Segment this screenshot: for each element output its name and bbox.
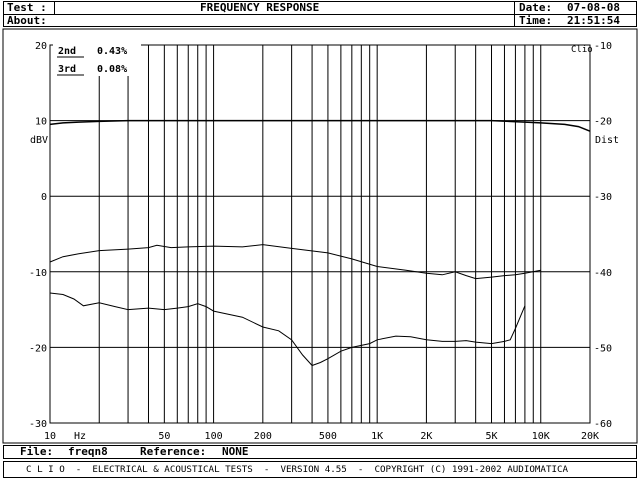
chart-grid — [49, 44, 591, 424]
x-tick-label: 20K — [581, 431, 599, 442]
file-value: freqn8 — [68, 445, 108, 458]
y-tick-label: 0 — [41, 192, 47, 203]
y-tick-label: -20 — [29, 343, 47, 354]
corner-label: Clio — [571, 45, 593, 55]
banner-bar — [3, 461, 637, 478]
y-tick-label: -30 — [29, 419, 47, 430]
y2-tick-label: -20 — [594, 117, 612, 128]
series-line-1 — [49, 119, 591, 132]
copyright-banner: C L I O - ELECTRICAL & ACOUSTICAL TESTS … — [26, 464, 569, 475]
time-value: 21:51:54 — [567, 14, 620, 27]
file-info-bar — [3, 445, 637, 459]
chart-outer-frame — [2, 28, 638, 444]
header-divider — [3, 14, 515, 15]
y-tick-label: -10 — [29, 268, 47, 279]
y-tick-label: 20 — [35, 41, 47, 52]
x-tick-label: 200 — [254, 431, 272, 442]
tick-labels: 10 50 100 200 500 1K 2K 5K 10K 20K20100-10-20-30-… — [29, 41, 612, 442]
about-label: About: — [7, 14, 47, 27]
test-label: Test : — [7, 1, 47, 14]
legend-box — [53, 43, 141, 76]
date-label: Date: — [519, 1, 553, 14]
x-tick-label: 1K — [371, 431, 383, 442]
time-label: Time: — [519, 14, 553, 27]
x-tick-label: 500 — [319, 431, 337, 442]
x-tick-label: 5K — [485, 431, 497, 442]
legend-label: 3rd — [58, 64, 76, 75]
legend-label: 2nd — [58, 46, 76, 57]
x-tick-label: 100 — [205, 431, 223, 442]
legend: 2nd 0.43% 3rd 0.08% — [57, 46, 127, 76]
x-tick-label: 10K — [532, 431, 550, 442]
y-axis-label: dBV — [30, 135, 48, 146]
file-label: File: — [20, 445, 54, 458]
y2-axis-label: Dist — [595, 135, 619, 146]
series-line-2 — [49, 244, 541, 280]
curves — [49, 119, 591, 367]
plot-area-border — [49, 44, 591, 424]
reference-value: NONE — [222, 445, 249, 458]
y2-tick-label: -60 — [594, 419, 612, 430]
reference-label: Reference: — [140, 445, 207, 458]
x-tick-label: 50 — [158, 431, 170, 442]
y2-tick-label: -30 — [594, 192, 612, 203]
header-datetime-divider — [514, 14, 637, 15]
date-value: 07-08-08 — [567, 1, 620, 14]
y2-tick-label: -40 — [594, 268, 612, 279]
x-tick-label: 10 — [44, 431, 56, 442]
y2-tick-label: -50 — [594, 343, 612, 354]
y-tick-label: 10 — [35, 117, 47, 128]
y2-tick-label: -10 — [594, 41, 612, 52]
legend-value: 0.08% — [97, 64, 127, 75]
page-title: FREQUENCY RESPONSE — [200, 1, 320, 14]
legend-value: 0.43% — [97, 46, 127, 57]
x-tick-label: 2K — [420, 431, 432, 442]
x-axis-label: Hz — [74, 431, 86, 442]
series-line-3 — [49, 292, 526, 367]
